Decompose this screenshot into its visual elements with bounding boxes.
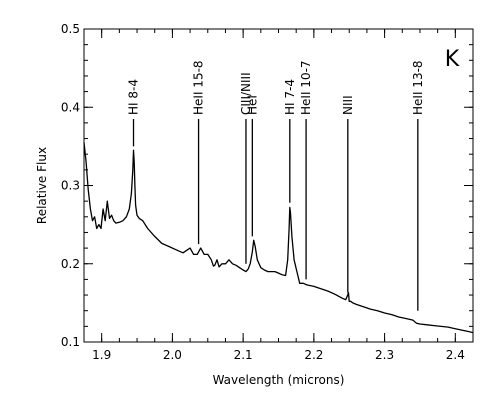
x-tick-label: 2.3 — [375, 348, 394, 362]
axis-ticks — [83, 28, 474, 343]
y-tick-label: 0.1 — [61, 335, 80, 349]
y-tick-label: 0.3 — [61, 179, 80, 193]
line-marker-label: HeII 13-8 — [411, 60, 425, 115]
y-tick-label: 0.5 — [61, 22, 80, 36]
line-marker-label: NIII — [341, 95, 355, 115]
x-axis-title: Wavelength (microns) — [213, 373, 345, 387]
spectrum-line — [83, 142, 474, 334]
x-tick-label: 2.4 — [446, 348, 465, 362]
x-tick-label: 2.0 — [163, 348, 182, 362]
plot-area — [83, 28, 474, 343]
band-label: K — [445, 47, 460, 72]
line-marker-label: HeII 15-8 — [192, 60, 206, 115]
x-tick-label: 2.2 — [304, 348, 323, 362]
line-marker-label: CIII/NIII — [239, 72, 253, 115]
x-tick-labels: 1.9 2.0 2.1 2.2 2.3 2.4 — [92, 348, 465, 362]
y-axis-title: Relative Flux — [35, 147, 49, 224]
line-marker-label: HI 7-4 — [283, 79, 297, 115]
y-tick-label: 0.4 — [61, 100, 80, 114]
y-tick-labels: 0.1 0.2 0.3 0.4 0.5 — [61, 22, 80, 349]
x-tick-label: 1.9 — [92, 348, 111, 362]
line-marker-label: HeI — [245, 95, 259, 115]
y-tick-label: 0.2 — [61, 257, 80, 271]
x-tick-label: 2.1 — [234, 348, 253, 362]
line-marker-label: HeII 10-7 — [299, 60, 313, 115]
line-markers — [132, 118, 419, 311]
line-marker-label: HI 8-4 — [127, 79, 141, 115]
